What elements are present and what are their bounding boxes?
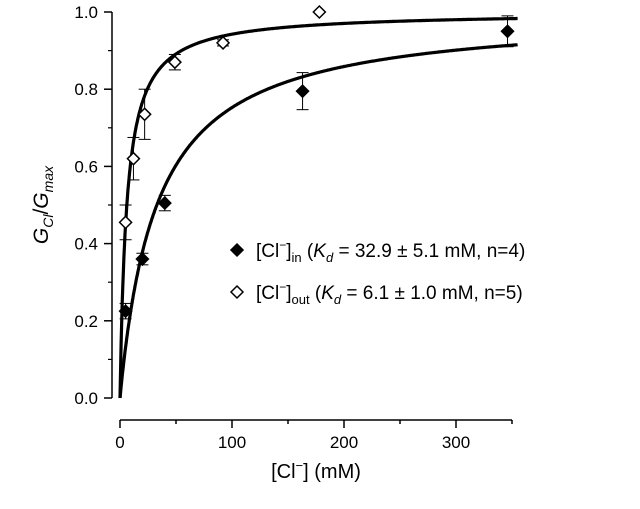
fit-curve-filled-diamond xyxy=(118,43,518,399)
y-tick-label: 0.6 xyxy=(74,157,98,176)
x-tick-label: 200 xyxy=(330,433,358,452)
data-point xyxy=(137,107,152,122)
y-tick-label: 1.0 xyxy=(74,3,98,22)
data-point xyxy=(118,304,133,319)
x-tick-label: 300 xyxy=(442,433,470,452)
y-tick-label: 0.8 xyxy=(74,80,98,99)
data-point xyxy=(215,35,231,50)
data-point xyxy=(295,84,310,99)
y-axis-label: GCl/Gmax xyxy=(30,165,56,244)
legend-marker xyxy=(229,284,245,300)
data-point xyxy=(167,55,182,70)
legend-label: [Cl−]out (Kd = 6.1 ± 1.0 mM, n=5) xyxy=(256,280,523,307)
data-point xyxy=(118,215,133,230)
data-point xyxy=(500,24,515,39)
fit-curve-open-diamond xyxy=(118,16,518,399)
legend-label: [Cl−]in (Kd = 32.9 ± 5.1 mM, n=4) xyxy=(256,238,525,265)
x-axis-label: [Cl−] (mM) xyxy=(271,458,361,483)
legend-marker xyxy=(229,242,245,258)
y-tick-label: 0.2 xyxy=(74,312,98,331)
data-point xyxy=(135,251,150,267)
x-tick-label: 100 xyxy=(218,433,246,452)
data-point xyxy=(157,196,172,211)
y-tick-label: 0.0 xyxy=(74,389,98,408)
x-tick-label: 0 xyxy=(115,433,124,452)
data-point xyxy=(126,151,141,166)
y-tick-label: 0.4 xyxy=(74,235,98,254)
data-point xyxy=(312,4,327,20)
